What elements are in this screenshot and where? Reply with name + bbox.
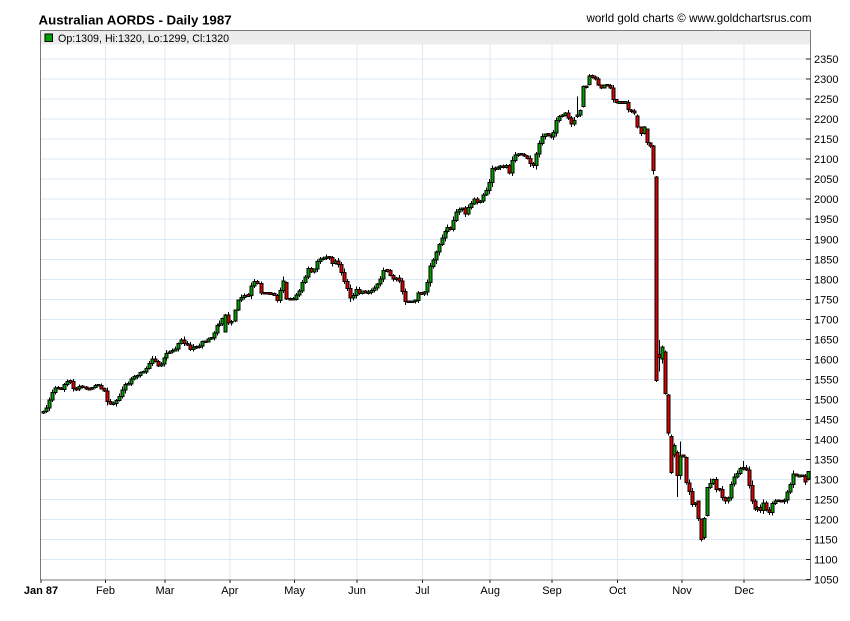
- svg-text:Dec: Dec: [734, 585, 754, 597]
- svg-text:1850: 1850: [814, 254, 838, 266]
- svg-text:Oct: Oct: [609, 585, 626, 597]
- svg-text:1400: 1400: [814, 435, 838, 447]
- svg-text:1200: 1200: [814, 515, 838, 527]
- svg-text:world gold charts © www.goldch: world gold charts © www.goldchartsrus.co…: [585, 12, 811, 25]
- svg-text:1300: 1300: [814, 475, 838, 487]
- svg-text:1550: 1550: [814, 375, 838, 387]
- svg-text:2200: 2200: [814, 114, 838, 126]
- svg-text:2150: 2150: [814, 134, 838, 146]
- svg-text:Op:1309, Hi:1320, Lo:1299, Cl:: Op:1309, Hi:1320, Lo:1299, Cl:1320: [58, 33, 229, 45]
- svg-text:Jan 87: Jan 87: [24, 585, 58, 597]
- svg-text:Jul: Jul: [415, 585, 429, 597]
- svg-text:2050: 2050: [814, 174, 838, 186]
- svg-text:2350: 2350: [814, 54, 838, 66]
- svg-text:1050: 1050: [814, 575, 838, 587]
- svg-text:1450: 1450: [814, 415, 838, 427]
- svg-text:Feb: Feb: [96, 585, 115, 597]
- svg-text:1650: 1650: [814, 334, 838, 346]
- svg-text:Australian AORDS - Daily 1987: Australian AORDS - Daily 1987: [39, 13, 232, 28]
- svg-text:1950: 1950: [814, 214, 838, 226]
- svg-text:2000: 2000: [814, 194, 838, 206]
- svg-text:May: May: [284, 585, 305, 597]
- svg-text:Mar: Mar: [156, 585, 175, 597]
- svg-text:Apr: Apr: [221, 585, 238, 597]
- svg-text:1250: 1250: [814, 495, 838, 507]
- svg-text:Jun: Jun: [348, 585, 366, 597]
- svg-text:2300: 2300: [814, 74, 838, 86]
- svg-text:1800: 1800: [814, 274, 838, 286]
- svg-text:1500: 1500: [814, 395, 838, 407]
- svg-text:Sep: Sep: [542, 585, 562, 597]
- svg-text:1150: 1150: [814, 535, 838, 547]
- svg-text:Nov: Nov: [672, 585, 692, 597]
- svg-text:Aug: Aug: [480, 585, 500, 597]
- svg-text:1100: 1100: [814, 555, 838, 567]
- svg-text:2100: 2100: [814, 154, 838, 166]
- svg-text:1600: 1600: [814, 354, 838, 366]
- svg-text:1350: 1350: [814, 455, 838, 467]
- svg-text:2250: 2250: [814, 94, 838, 106]
- svg-text:1700: 1700: [814, 314, 838, 326]
- svg-text:1750: 1750: [814, 294, 838, 306]
- svg-text:1900: 1900: [814, 234, 838, 246]
